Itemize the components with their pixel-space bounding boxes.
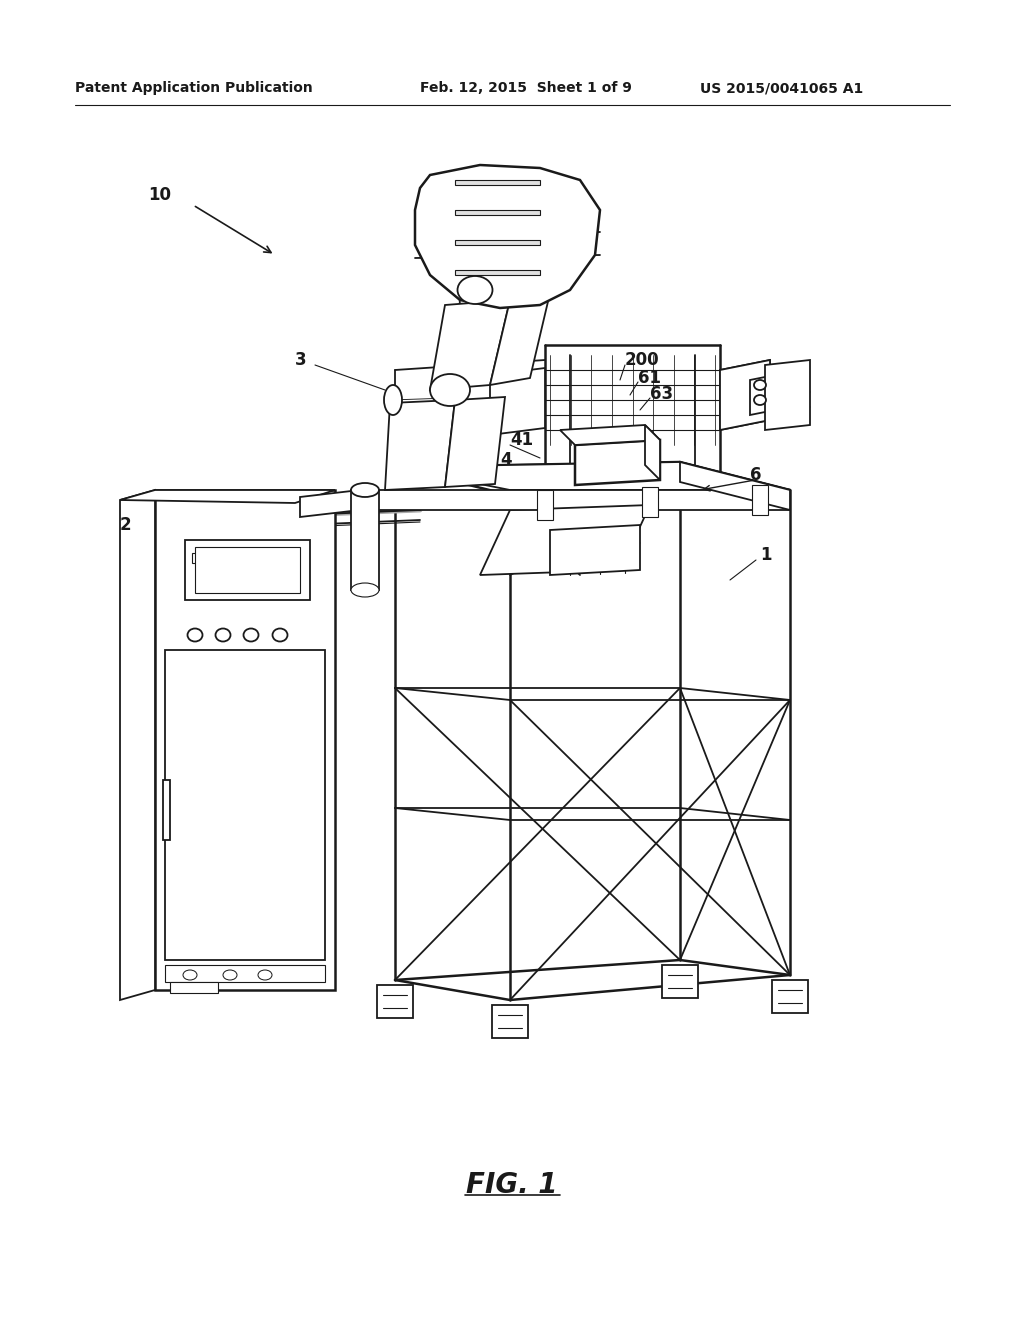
Polygon shape bbox=[645, 425, 660, 480]
Ellipse shape bbox=[754, 395, 766, 405]
Polygon shape bbox=[415, 165, 600, 308]
Polygon shape bbox=[455, 240, 540, 246]
Polygon shape bbox=[680, 462, 790, 510]
Polygon shape bbox=[492, 1005, 528, 1038]
Polygon shape bbox=[550, 525, 640, 576]
Polygon shape bbox=[455, 210, 540, 215]
Polygon shape bbox=[155, 490, 335, 990]
Text: 2: 2 bbox=[120, 516, 132, 535]
Polygon shape bbox=[165, 965, 325, 982]
Polygon shape bbox=[170, 982, 218, 993]
Text: Patent Application Publication: Patent Application Publication bbox=[75, 81, 312, 95]
Ellipse shape bbox=[244, 628, 258, 642]
Ellipse shape bbox=[430, 374, 470, 407]
Ellipse shape bbox=[183, 970, 197, 979]
Ellipse shape bbox=[187, 628, 203, 642]
Polygon shape bbox=[165, 649, 325, 960]
Polygon shape bbox=[430, 300, 510, 389]
Ellipse shape bbox=[754, 380, 766, 389]
Polygon shape bbox=[248, 553, 268, 564]
Polygon shape bbox=[490, 368, 545, 436]
Polygon shape bbox=[377, 985, 413, 1018]
Ellipse shape bbox=[215, 628, 230, 642]
Polygon shape bbox=[276, 553, 296, 564]
Polygon shape bbox=[185, 540, 310, 601]
Text: 3: 3 bbox=[295, 351, 306, 370]
Polygon shape bbox=[220, 553, 240, 564]
Polygon shape bbox=[752, 484, 768, 515]
Polygon shape bbox=[642, 487, 658, 517]
Polygon shape bbox=[455, 180, 540, 185]
Text: 61: 61 bbox=[638, 370, 662, 387]
Text: US 2015/0041065 A1: US 2015/0041065 A1 bbox=[700, 81, 863, 95]
Ellipse shape bbox=[272, 628, 288, 642]
Text: 10: 10 bbox=[148, 186, 171, 205]
Polygon shape bbox=[490, 293, 550, 385]
Polygon shape bbox=[351, 490, 379, 590]
Polygon shape bbox=[560, 425, 660, 445]
Ellipse shape bbox=[258, 970, 272, 979]
Text: Feb. 12, 2015  Sheet 1 of 9: Feb. 12, 2015 Sheet 1 of 9 bbox=[420, 81, 632, 95]
Polygon shape bbox=[120, 490, 335, 503]
Ellipse shape bbox=[769, 378, 787, 407]
Polygon shape bbox=[662, 965, 698, 998]
Text: 1: 1 bbox=[760, 546, 771, 564]
Text: 6: 6 bbox=[750, 466, 762, 484]
Polygon shape bbox=[195, 546, 300, 593]
Text: 200: 200 bbox=[625, 351, 659, 370]
Polygon shape bbox=[537, 490, 553, 520]
Text: 4: 4 bbox=[500, 451, 512, 469]
Polygon shape bbox=[360, 490, 540, 510]
Polygon shape bbox=[395, 462, 790, 490]
Text: 63: 63 bbox=[650, 385, 673, 403]
Polygon shape bbox=[455, 271, 540, 275]
Polygon shape bbox=[510, 490, 790, 510]
Text: 41: 41 bbox=[510, 432, 534, 449]
Polygon shape bbox=[772, 979, 808, 1012]
Polygon shape bbox=[300, 490, 360, 517]
Ellipse shape bbox=[384, 385, 402, 414]
Ellipse shape bbox=[351, 483, 379, 498]
Text: FIG. 1: FIG. 1 bbox=[466, 1171, 558, 1199]
Polygon shape bbox=[765, 360, 810, 430]
Polygon shape bbox=[120, 490, 155, 1001]
Polygon shape bbox=[575, 440, 660, 484]
Polygon shape bbox=[385, 400, 455, 490]
Polygon shape bbox=[480, 506, 650, 576]
Polygon shape bbox=[720, 360, 770, 430]
Ellipse shape bbox=[458, 276, 493, 304]
Polygon shape bbox=[750, 375, 775, 414]
Polygon shape bbox=[163, 780, 170, 840]
Polygon shape bbox=[193, 553, 212, 564]
Polygon shape bbox=[445, 397, 505, 487]
Ellipse shape bbox=[223, 970, 237, 979]
Ellipse shape bbox=[482, 268, 527, 302]
Ellipse shape bbox=[351, 583, 379, 597]
